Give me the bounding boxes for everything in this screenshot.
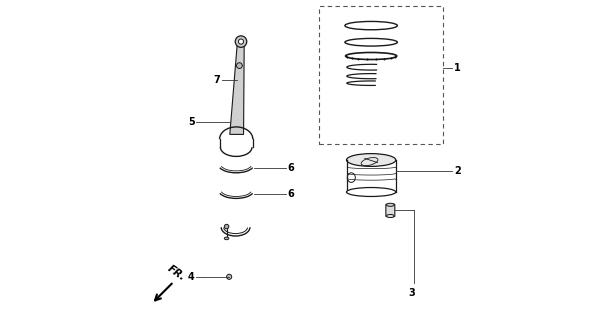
Text: 6: 6 — [287, 163, 294, 173]
Ellipse shape — [346, 188, 396, 196]
Text: FR.: FR. — [166, 264, 187, 283]
Ellipse shape — [387, 203, 394, 206]
Ellipse shape — [235, 36, 247, 47]
Text: 4: 4 — [188, 272, 195, 282]
Bar — [320, 6, 443, 144]
Text: 7: 7 — [214, 75, 220, 85]
Ellipse shape — [224, 237, 229, 240]
Text: 2: 2 — [454, 166, 461, 176]
FancyBboxPatch shape — [386, 204, 395, 217]
Ellipse shape — [226, 274, 232, 279]
Text: 6: 6 — [287, 188, 294, 199]
Ellipse shape — [387, 214, 394, 218]
Text: 1: 1 — [454, 63, 461, 73]
Ellipse shape — [224, 224, 229, 229]
Ellipse shape — [237, 63, 242, 68]
Text: 3: 3 — [409, 288, 415, 298]
Ellipse shape — [239, 39, 243, 44]
Text: 5: 5 — [188, 116, 195, 127]
Ellipse shape — [346, 154, 396, 166]
Polygon shape — [230, 45, 244, 134]
